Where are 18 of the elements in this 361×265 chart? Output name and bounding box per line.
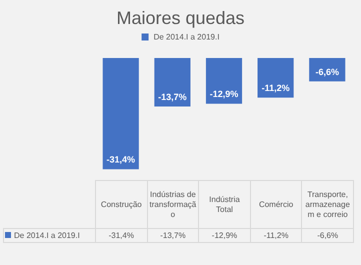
legend-label: De 2014.I a 2019.I: [154, 32, 220, 42]
data-label: -13,7%: [147, 228, 199, 242]
chart-title: Maiores quedas: [116, 8, 245, 28]
x-tick-label: Construção: [96, 180, 148, 228]
x-tick-label: Comércio: [250, 180, 302, 228]
x-tick-label: Indústria Total: [198, 180, 250, 228]
data-label: -6,6%: [302, 228, 354, 242]
text: De 2014.I a 2019.I: [14, 230, 80, 240]
data-label: -11,2%: [250, 228, 302, 242]
text: -13,7%: [158, 92, 187, 102]
x-tick-label: Transporte, armazenagem e correio: [302, 180, 354, 228]
text: -31,4%: [106, 154, 136, 165]
text: -6,6%: [315, 66, 339, 77]
x-tick-label: Indústrias de transformação: [147, 180, 199, 228]
data-label: -31,4%: [96, 228, 148, 242]
text: -12,9%: [210, 89, 238, 100]
data-label: -12,9%: [198, 228, 250, 242]
text: -11,2%: [262, 83, 290, 94]
